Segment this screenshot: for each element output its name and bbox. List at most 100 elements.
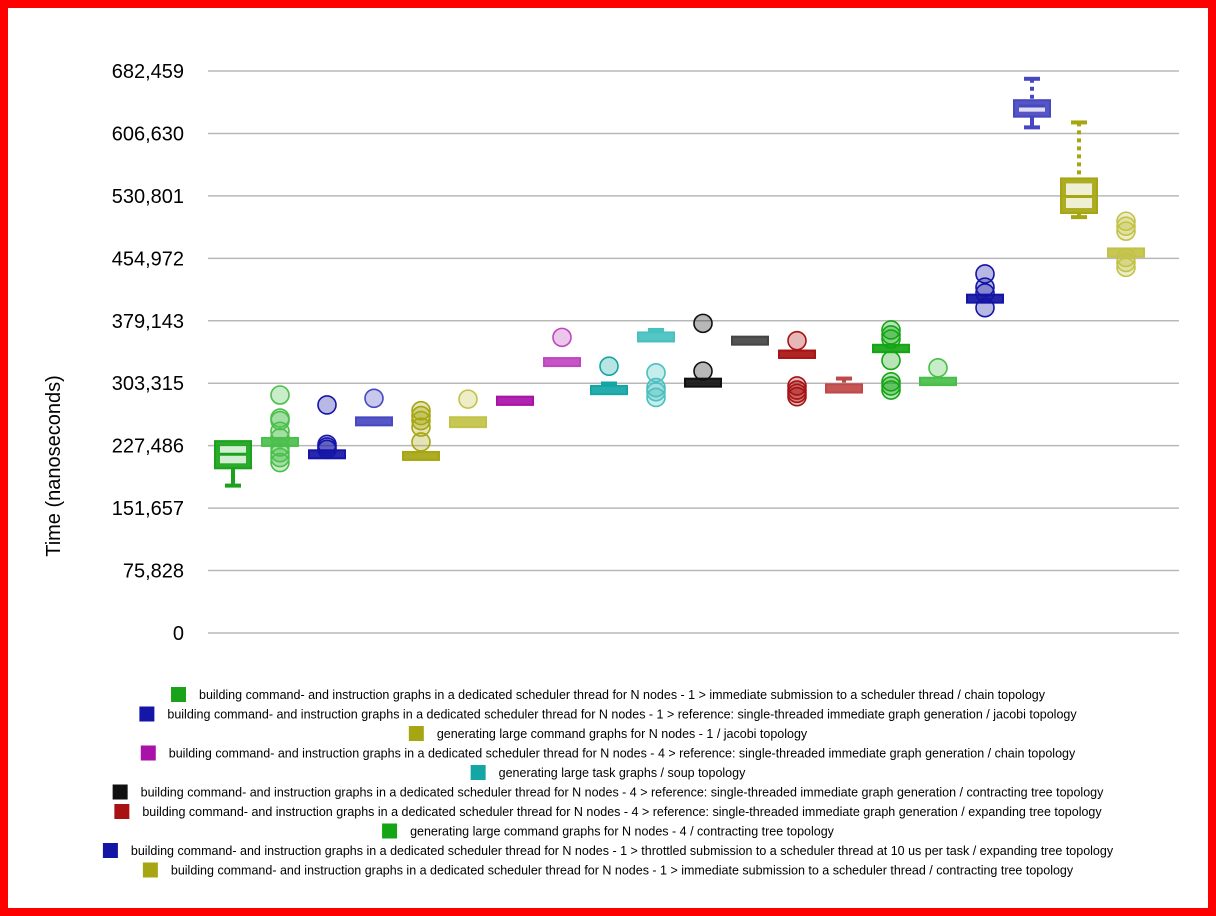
y-tick-labels: 0 75,828 151,657 227,486 303,315 379,143 454,9… — [112, 61, 184, 645]
box-group — [637, 327, 675, 408]
outlier-point — [270, 442, 290, 463]
legend-item: building command- and instruction graphs… — [140, 745, 1076, 761]
outlier-point — [270, 385, 290, 405]
legend-item: building command- and instruction graphs… — [142, 862, 1074, 878]
outlier-point — [1116, 221, 1136, 241]
legend-item: building command- and instruction graphs… — [114, 804, 1102, 819]
outlier-point — [975, 264, 995, 284]
box-group — [919, 358, 957, 387]
box — [543, 357, 581, 368]
legend-label: building command- and instruction graphs… — [169, 747, 1076, 761]
outlier-point — [411, 405, 431, 426]
outlier-point — [881, 325, 901, 345]
y-tick-label: 0 — [173, 623, 184, 645]
box-group — [778, 330, 816, 407]
outlier-point — [458, 389, 478, 409]
box-group — [355, 388, 393, 427]
box — [684, 377, 722, 388]
legend-item: building command- and instruction graphs… — [139, 706, 1077, 722]
boxplot-chart: 0 75,828 151,657 227,486 303,315 379,143 454,9… — [43, 61, 1179, 878]
outlier-point — [693, 313, 713, 334]
legend-swatch — [142, 862, 158, 878]
box-group — [1060, 120, 1098, 220]
outlier-point — [975, 283, 995, 303]
legend-swatch — [408, 726, 424, 741]
legend-swatch — [114, 804, 130, 819]
outlier-point — [1116, 211, 1136, 232]
box — [731, 335, 769, 346]
box-group — [543, 327, 581, 368]
box-group — [402, 400, 440, 461]
chart-frame: 0 75,828 151,657 227,486 303,315 379,143 454,9… — [8, 8, 1208, 908]
legend-item: building command- and instruction graphs… — [102, 843, 1114, 858]
y-tick-label: 379,143 — [112, 311, 184, 333]
outlier-point — [317, 395, 337, 415]
outlier-point — [270, 408, 290, 428]
outlier-point — [270, 452, 290, 473]
box-group — [684, 313, 722, 388]
outlier-point — [599, 356, 619, 376]
box — [590, 384, 628, 396]
legend-swatch — [102, 843, 118, 858]
legend-swatch — [112, 784, 128, 800]
box-group — [966, 264, 1004, 318]
legend-swatch — [139, 706, 155, 722]
legend-item: generating large task graphs / soup topo… — [470, 765, 746, 780]
legend-label: building command- and instruction graphs… — [167, 708, 1077, 722]
box-group — [449, 389, 487, 429]
box-group — [825, 376, 863, 394]
box — [496, 395, 534, 406]
outlier-point — [1116, 252, 1136, 273]
box — [449, 416, 487, 429]
outlier-point — [552, 327, 572, 348]
outlier-point — [411, 410, 431, 431]
legend-label: generating large command graphs for N no… — [410, 825, 835, 839]
legend-label: building command- and instruction graphs… — [141, 786, 1104, 800]
legend-label: building command- and instruction graphs… — [171, 864, 1074, 878]
legend-swatch — [382, 823, 398, 839]
box-series — [214, 76, 1145, 488]
outlier-point — [1116, 247, 1136, 268]
outlier-point — [928, 358, 948, 378]
grid-lines — [208, 70, 1179, 634]
box — [402, 450, 440, 461]
legend-item: building command- and instruction graphs… — [112, 784, 1104, 800]
box-group — [1107, 211, 1145, 278]
box — [919, 376, 957, 387]
outlier-point — [646, 362, 666, 383]
y-tick-label: 75,828 — [123, 561, 184, 583]
outlier-point — [693, 361, 713, 381]
outlier-point — [787, 376, 807, 396]
legend-item: generating large command graphs for N no… — [382, 823, 835, 839]
legend-label: generating large command graphs for N no… — [437, 727, 808, 741]
legend-label: generating large task graphs / soup topo… — [499, 766, 746, 780]
outlier-point — [881, 350, 901, 371]
box-group — [496, 395, 534, 406]
y-tick-label: 530,801 — [112, 186, 184, 208]
box-group — [731, 335, 769, 346]
box-group — [1013, 76, 1051, 130]
box — [778, 349, 816, 359]
box-inner — [1019, 105, 1045, 112]
legend: building command- and instruction graphs… — [102, 687, 1114, 878]
box — [637, 331, 675, 343]
y-tick-label: 303,315 — [112, 373, 184, 395]
box-group — [308, 395, 346, 460]
box — [355, 416, 393, 427]
outlier-point — [1116, 257, 1136, 278]
box-group — [261, 385, 299, 473]
outlier-point — [646, 377, 666, 398]
box — [825, 383, 863, 394]
legend-label: building command- and instruction graphs… — [131, 844, 1114, 858]
y-tick-label: 454,972 — [112, 248, 184, 270]
legend-item: building command- and instruction graphs… — [171, 687, 1046, 702]
outlier-point — [646, 387, 666, 408]
box-group — [872, 320, 910, 400]
y-tick-label: 227,486 — [112, 436, 184, 458]
legend-label: building command- and instruction graphs… — [142, 805, 1102, 819]
outlier-point — [411, 432, 431, 452]
outlier-point — [881, 320, 901, 340]
outlier-point — [1116, 216, 1136, 236]
outlier-point — [787, 330, 807, 351]
legend-item: generating large command graphs for N no… — [408, 726, 808, 741]
